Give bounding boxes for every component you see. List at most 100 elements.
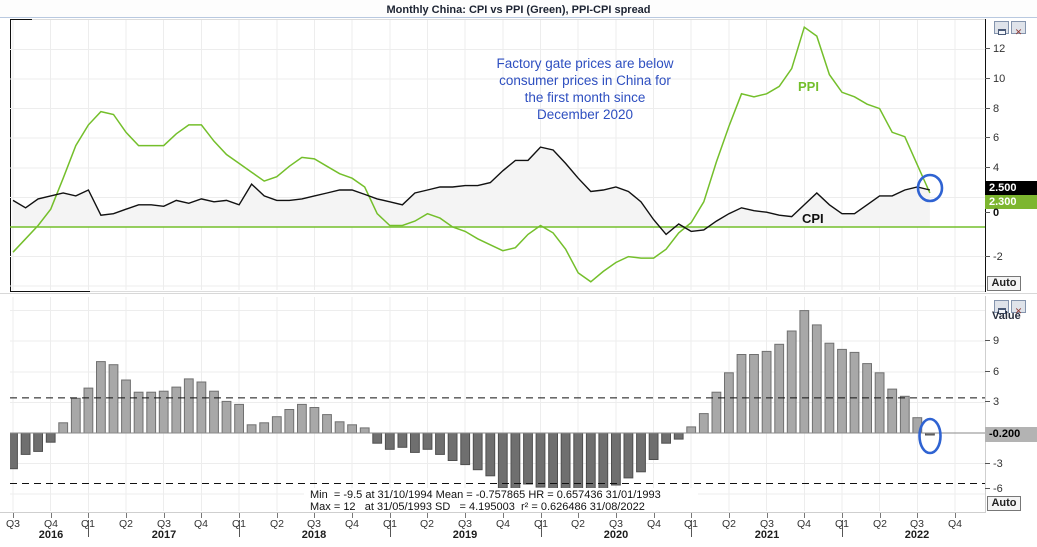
minimize-icon [997,308,1006,314]
x-axis-quarter-label: Q3 [909,518,924,530]
highlight-circle [916,173,944,203]
spread-bar [422,432,433,450]
ppi-line [12,25,931,283]
spread-bar [372,432,383,444]
spread-bar [824,342,835,434]
spread-bar [108,364,119,434]
tick-mark [985,137,990,138]
y-axis-tick-label: 3 [993,396,1000,408]
spread-bar [410,432,420,453]
quarter-tick-mark [880,513,881,518]
x-axis-quarter-label: Q2 [570,518,585,530]
spread-bar [121,379,131,434]
tick-mark [985,463,990,464]
x-axis-quarter-label: Q3 [759,518,774,530]
spread-bar [837,348,847,434]
quarter-tick-mark [126,513,127,518]
x-axis-year-label: 2018 [301,529,327,541]
y-axis-tick-label: 6 [993,366,1000,378]
spread-bar [636,432,646,473]
spread-bar [284,409,295,434]
x-axis-quarter-label: Q1 [528,518,554,530]
y-axis-tick-label: 4 [993,162,1000,174]
spread-bar [347,424,358,434]
spread-bar [45,432,56,443]
x-axis-year-label: 2019 [452,529,478,541]
spread-bar [309,407,320,434]
close-button[interactable]: ✕ [1011,21,1026,37]
price-chart-panel[interactable]: PPI CPI Factory gate prices are below consu… [10,19,985,291]
spread-bar [485,432,496,477]
top-panel-border-top [10,19,32,20]
minimize-button[interactable] [994,300,1009,314]
ppi-series-label: PPI [798,79,819,94]
annotation-line: December 2020 [537,107,633,122]
spread-bar [271,416,282,434]
tick-mark [985,108,990,109]
spread-bar [774,343,785,434]
x-axis-quarter-label: Q3 [608,518,623,530]
year-separator [541,520,542,537]
x-axis-quarter-label: Q4 [796,518,811,530]
spread-bar [359,427,370,434]
spread-bar [322,414,332,434]
x-axis-quarter-label: Q4 [947,518,962,530]
top-panel-border-bottom-light [90,291,985,292]
quarter-tick-mark [239,513,240,518]
stats-line-1: Min = -9.5 at 31/10/1994 Mean = -0.75786… [310,489,661,501]
y-axis-tick-label: 8 [993,103,1000,115]
spread-bar [10,432,18,470]
spread-bar [96,361,106,434]
x-axis-year-label: 2017 [151,529,177,541]
spread-bar [874,372,885,434]
bottom-auto-scale-button[interactable]: Auto [987,496,1021,511]
tick-mark [985,340,990,341]
y-axis-tick-label: -6 [993,483,1003,495]
minimize-icon [997,29,1006,35]
quarter-tick-mark [88,513,89,518]
quarter-tick-mark [616,513,617,518]
annotation-line: consumer prices in China for [499,73,671,88]
annotation-line: the first month since [525,90,646,105]
spread-bar [246,424,257,434]
spread-bar [447,432,458,461]
x-axis-year-label: 2016 [38,529,64,541]
year-separator [691,520,692,537]
spread-bar [397,432,408,448]
top-auto-scale-button[interactable]: Auto [987,276,1021,291]
spread-chart-panel[interactable]: Min = -9.5 at 31/10/1994 Mean = -0.75786… [10,296,985,512]
quarter-tick-mark [390,513,391,518]
spread-bar [698,413,709,434]
y-axis-tick-label: -3 [993,458,1003,470]
x-axis-quarter-label: Q3 [306,518,321,530]
close-icon: ✕ [1014,27,1023,37]
spread-bar [736,354,747,434]
spread-bar [786,330,797,434]
close-button[interactable]: ✕ [1011,300,1026,316]
y-axis-tick-label: -2 [993,251,1003,263]
spread-bar [648,432,659,460]
quarter-tick-mark [541,513,542,518]
spread-last-value-label: -0.200 [985,427,1037,442]
x-axis-quarter-label: Q2 [872,518,887,530]
year-separator [842,520,843,537]
cpi-series-label: CPI [802,211,824,226]
x-axis-quarter-label: Q2 [269,518,284,530]
tick-mark [985,78,990,79]
x-axis-quarter-label: Q4 [495,518,510,530]
spread-bar [899,395,910,434]
x-axis-year-label: 2020 [603,529,629,541]
minimize-button[interactable] [994,21,1009,35]
spread-bar [849,351,860,434]
spread-bar [724,372,734,434]
top-panel-controls: ✕ [994,21,1034,37]
x-axis-quarter-label: Q2 [118,518,133,530]
x-axis-quarter-label: Q2 [721,518,736,530]
top-panel-border-bottom [10,291,90,292]
quarter-tick-mark [503,513,504,518]
y-axis-tick-label: 6 [993,132,1000,144]
x-axis-quarter-label: Q2 [419,518,434,530]
spread-bar [548,432,559,491]
x-axis-quarter-label: Q4 [43,518,58,530]
